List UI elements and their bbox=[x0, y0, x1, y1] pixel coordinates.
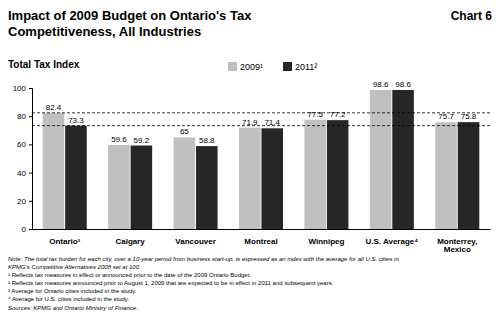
data-label: 59.2 bbox=[134, 136, 150, 145]
note: ⁴ Average for U.S. cities included in th… bbox=[8, 296, 129, 302]
tick: 60 bbox=[17, 140, 32, 149]
tick-mark bbox=[29, 88, 32, 89]
bar bbox=[370, 90, 392, 229]
data-label: 65 bbox=[180, 127, 189, 136]
data-label: 75.8 bbox=[461, 112, 477, 121]
tick: 0 bbox=[22, 225, 32, 234]
legend: 2009¹ 2011² bbox=[228, 62, 317, 72]
data-labels: 82.4 59.6 65 71.9 77.5 98.6 75.7 73.3 59.2 58.8 71… bbox=[46, 80, 477, 145]
tick: Vancouver bbox=[175, 237, 215, 246]
tick: 80 bbox=[17, 112, 32, 121]
tick-label: 60 bbox=[17, 140, 26, 149]
plot-area bbox=[32, 90, 490, 229]
data-label: 77.2 bbox=[330, 110, 346, 119]
bar bbox=[435, 122, 457, 229]
data-label: 98.6 bbox=[395, 80, 411, 89]
tick: Calgary bbox=[115, 237, 145, 246]
note: ² Reflects tax measures announced prior … bbox=[8, 280, 334, 286]
tick-mark bbox=[29, 144, 32, 145]
tick-label: Montreal bbox=[244, 237, 277, 246]
note: Note: The total tax burden for each city… bbox=[8, 256, 399, 262]
note: ¹ Reflects tax measures in effect or ann… bbox=[8, 272, 251, 278]
tick: Ontario³ bbox=[49, 237, 80, 246]
reference-line bbox=[32, 125, 490, 126]
tick: 100 bbox=[13, 84, 32, 93]
tick-label: Ontario³ bbox=[49, 237, 80, 246]
bar-series bbox=[43, 90, 457, 229]
data-label: 82.4 bbox=[46, 103, 62, 112]
tick: 20 bbox=[17, 197, 32, 206]
y-axis: 0 20 40 60 80 100 bbox=[13, 84, 33, 234]
tick: Winnipeg bbox=[308, 237, 344, 246]
tick-label: 0 bbox=[22, 225, 27, 234]
tick-mark bbox=[29, 201, 32, 202]
axis-line bbox=[29, 89, 33, 230]
bar bbox=[65, 126, 87, 229]
tick-label: 100 bbox=[13, 84, 27, 93]
title: Impact of 2009 Budget on Ontario's TaxCo… bbox=[8, 8, 252, 39]
data-label: 98.6 bbox=[373, 80, 389, 89]
tick-mark bbox=[29, 116, 32, 117]
legend-item: 2011² bbox=[283, 62, 317, 72]
bar bbox=[196, 146, 218, 229]
x-axis: Ontario³ Calgary Vancouver Montreal Winnipeg… bbox=[33, 230, 491, 255]
subtitle: Total Tax Index bbox=[8, 59, 80, 70]
bar bbox=[458, 122, 480, 229]
bar bbox=[174, 137, 196, 229]
tick-label: Monterrey,Mexico bbox=[437, 237, 477, 255]
data-label: 59.6 bbox=[111, 135, 127, 144]
tick-label: 40 bbox=[17, 169, 26, 178]
legend-label: 2011² bbox=[295, 62, 317, 72]
bar bbox=[304, 120, 326, 229]
bar bbox=[43, 113, 65, 229]
data-label: 71.4 bbox=[264, 118, 280, 127]
data-label: 73.3 bbox=[68, 116, 84, 125]
tick-label: U.S. Average⁴ bbox=[365, 237, 418, 246]
data-label: 77.5 bbox=[307, 110, 323, 119]
tick: Monterrey,Mexico bbox=[437, 237, 477, 255]
bar bbox=[108, 145, 130, 229]
bar bbox=[239, 128, 261, 229]
legend-swatch bbox=[283, 62, 292, 71]
legend-swatch bbox=[228, 62, 237, 71]
legend-item: 2009¹ bbox=[228, 62, 263, 72]
axis-line bbox=[33, 229, 491, 230]
note: KPMG's Competitive Alternatives 2008 set… bbox=[8, 264, 141, 270]
bar bbox=[327, 120, 349, 229]
data-label: 75.7 bbox=[438, 112, 454, 121]
data-label: 58.8 bbox=[199, 136, 215, 145]
bar bbox=[261, 128, 283, 229]
tick-label: Winnipeg bbox=[308, 237, 344, 246]
reference-line bbox=[32, 112, 490, 113]
chart: Impact of 2009 Budget on Ontario's TaxCo… bbox=[0, 0, 500, 325]
chart-number: Chart 6 bbox=[451, 9, 493, 23]
bar bbox=[392, 90, 414, 229]
tick-mark bbox=[29, 229, 32, 230]
bar-series bbox=[65, 90, 479, 229]
legend-label: 2009¹ bbox=[240, 62, 263, 72]
tick-label: 20 bbox=[17, 197, 26, 206]
tick: U.S. Average⁴ bbox=[365, 237, 418, 246]
tick: Montreal bbox=[244, 237, 277, 246]
bar bbox=[131, 146, 153, 229]
data-label: 71.9 bbox=[242, 118, 258, 127]
tick-label: Calgary bbox=[115, 237, 145, 246]
note: ³ Average for Ontario cities included in… bbox=[8, 288, 137, 294]
tick-label: 80 bbox=[17, 112, 26, 121]
tick-mark bbox=[29, 173, 32, 174]
source: Sources: KPMG and Ontario Ministry of Fi… bbox=[8, 305, 138, 311]
tick-label: Vancouver bbox=[175, 237, 215, 246]
tick: 40 bbox=[17, 169, 32, 178]
